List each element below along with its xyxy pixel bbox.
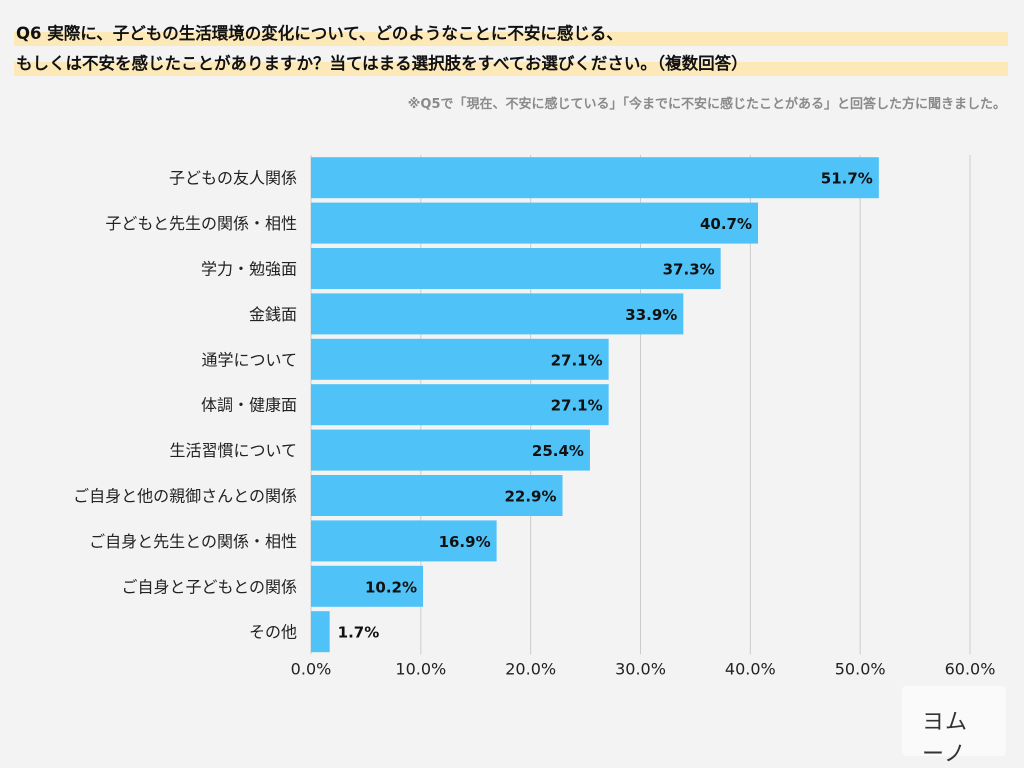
bar <box>311 293 684 335</box>
bar <box>311 429 590 471</box>
brand-logo: ヨムーノ <box>922 710 969 767</box>
title-line-1: Q6 実際に、子どもの生活環境の変化について、どのようなことに不安に感じる、 <box>14 22 1008 46</box>
value-label: 10.2% <box>365 578 417 596</box>
category-label: 子どもの友人関係 <box>169 169 297 188</box>
value-label: 33.9% <box>625 306 677 324</box>
x-tick-label: 20.0% <box>505 659 556 678</box>
category-label: 子どもと先生の関係・相性 <box>105 214 297 233</box>
bar <box>311 248 721 289</box>
value-label: 22.9% <box>504 488 556 506</box>
bar <box>311 384 609 426</box>
category-label: ご自身と子どもとの関係 <box>121 577 297 596</box>
x-tick-label: 60.0% <box>945 659 996 678</box>
bar <box>311 565 424 607</box>
chart-title: Q6 実際に、子どもの生活環境の変化について、どのようなことに不安に感じる、 も… <box>14 22 1008 82</box>
category-label: ご自身と他の親御さんとの関係 <box>73 487 297 506</box>
category-label: その他 <box>249 623 297 642</box>
title-line-2: もしくは不安を感じたことがありますか？当てはまる選択肢をすべてお選びください。（… <box>14 52 1008 76</box>
bar <box>311 157 879 199</box>
bar <box>311 202 759 244</box>
bar <box>311 338 609 380</box>
value-label: 37.3% <box>663 261 715 279</box>
title-text-1: Q6 実際に、子どもの生活環境の変化について、どのようなことに不安に感じる、 <box>16 24 623 43</box>
bar <box>311 475 563 516</box>
logo-background <box>902 686 1006 756</box>
title-text-2: もしくは不安を感じたことがありますか？当てはまる選択肢をすべてお選びください。（… <box>16 54 748 73</box>
category-label: 生活習慣について <box>169 441 297 460</box>
x-tick-label: 10.0% <box>395 659 446 678</box>
value-label: 51.7% <box>821 170 873 188</box>
category-label: 体調・健康面 <box>201 396 297 415</box>
x-tick-label: 40.0% <box>725 659 776 678</box>
value-label: 16.9% <box>439 533 491 551</box>
x-tick-label: 0.0% <box>291 659 332 678</box>
category-label: 学力・勉強面 <box>201 260 297 279</box>
x-tick-label: 50.0% <box>835 659 886 678</box>
category-label: ご自身と先生との関係・相性 <box>89 532 297 551</box>
bar <box>311 520 497 562</box>
category-label: 金銭面 <box>249 305 297 324</box>
bar <box>311 611 330 653</box>
value-label: 27.1% <box>551 351 603 369</box>
value-label: 1.7% <box>338 624 380 642</box>
value-label: 27.1% <box>551 397 603 415</box>
x-tick-label: 30.0% <box>615 659 666 678</box>
value-label: 40.7% <box>700 215 752 233</box>
category-label: 通学について <box>201 350 297 369</box>
survey-note: ※Q5で「現在、不安に感じている」「今までに不安に感じたことがある」と回答した方… <box>407 97 1006 112</box>
value-label: 25.4% <box>532 442 584 460</box>
